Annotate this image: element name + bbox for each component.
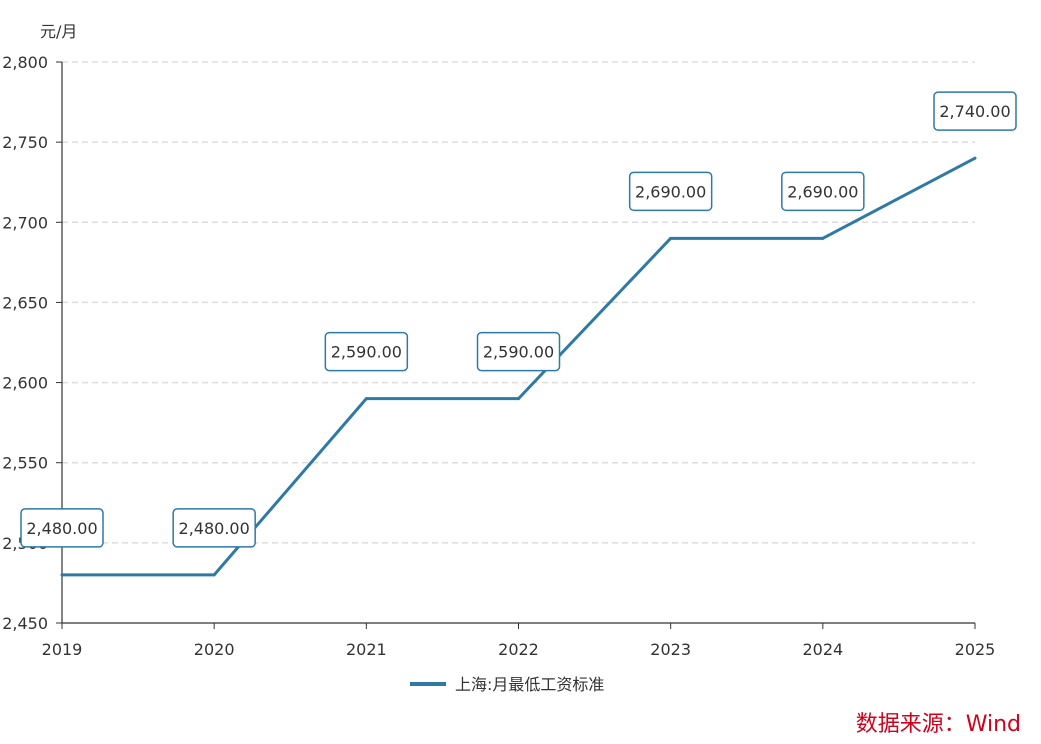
- y-tick-label: 2,550: [2, 454, 48, 473]
- data-label-box: [933, 91, 1017, 131]
- y-axis-unit: 元/月: [40, 22, 77, 41]
- data-point: [212, 573, 216, 577]
- x-tick-label: 2024: [802, 640, 843, 659]
- data-label-box: [172, 508, 256, 548]
- y-tick-label: 2,700: [2, 213, 48, 232]
- data-point: [517, 397, 520, 401]
- data-label: 2,590.00: [483, 343, 554, 362]
- source-note: 数据来源：Wind: [855, 712, 1021, 737]
- data-label-box: [324, 331, 409, 372]
- y-tick-label: 2,600: [2, 374, 48, 393]
- data-label-box: [628, 171, 713, 212]
- data-point: [821, 236, 825, 240]
- data-label: 2,480.00: [26, 519, 97, 538]
- data-label-box: [781, 171, 865, 212]
- legend-label: 上海:月最低工资标准: [455, 675, 604, 694]
- data-point: [364, 397, 368, 401]
- y-tick-label: 2,800: [2, 53, 48, 72]
- data-label: 2,690.00: [635, 182, 706, 201]
- y-tick-label: 2,750: [2, 133, 48, 152]
- x-tick-label: 2023: [650, 640, 691, 659]
- data-point: [973, 156, 977, 160]
- x-tick-label: 2020: [194, 640, 235, 659]
- x-tick-label: 2021: [346, 640, 387, 659]
- data-label-box: [20, 508, 104, 548]
- y-tick-label: 2,650: [2, 293, 48, 312]
- data-label-box: [476, 331, 561, 372]
- data-label: 2,690.00: [787, 182, 858, 201]
- data-label: 2,480.00: [179, 519, 250, 538]
- data-point: [60, 573, 64, 577]
- x-tick-label: 2022: [498, 640, 539, 659]
- x-tick-label: 2019: [42, 640, 83, 659]
- data-label: 2,740.00: [939, 102, 1010, 121]
- y-tick-label: 2,450: [2, 614, 48, 633]
- data-point: [669, 236, 673, 240]
- x-tick-label: 2025: [955, 640, 996, 659]
- data-label: 2,590.00: [331, 343, 402, 362]
